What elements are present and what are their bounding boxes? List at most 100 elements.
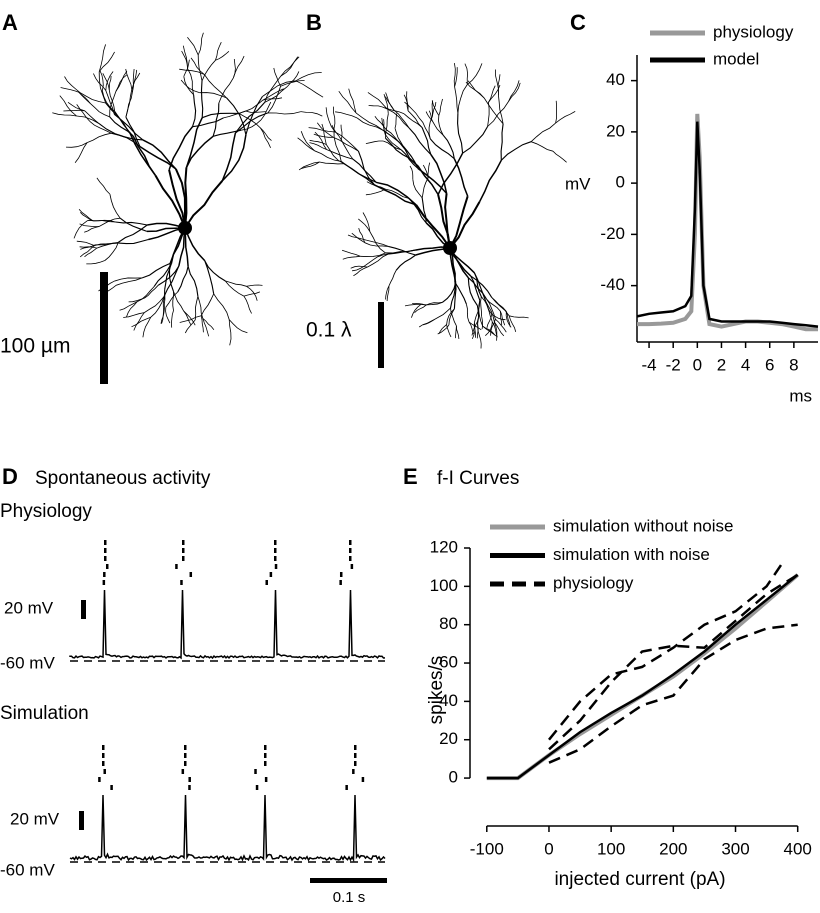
- dendrite: [468, 321, 482, 331]
- panel-label: E: [403, 464, 418, 489]
- raster-tick: [102, 761, 105, 766]
- raster-tick: [350, 564, 354, 569]
- dendrite: [90, 103, 110, 118]
- dendrite: [467, 277, 478, 306]
- raster-tick: [349, 540, 352, 545]
- dendrite: [142, 262, 171, 279]
- dendrite: [187, 68, 195, 95]
- dendrite: [96, 177, 111, 195]
- dendrite: [356, 117, 384, 131]
- raster-tick: [103, 572, 106, 577]
- dendrite: [454, 67, 458, 87]
- dendrite: [238, 113, 261, 129]
- scale-bar: [81, 600, 86, 619]
- scale-label: 0.1 λ: [306, 319, 352, 342]
- raster-tick: [181, 769, 185, 774]
- soma: [178, 221, 192, 235]
- dendrite: [486, 314, 493, 328]
- dendrite: [355, 112, 384, 131]
- raster-tick: [98, 777, 101, 782]
- dendrite: [341, 249, 361, 257]
- dendrite: [67, 101, 86, 112]
- raster-tick: [274, 564, 278, 569]
- dendrite: [500, 141, 532, 161]
- dendrite: [325, 107, 336, 133]
- dendrite: [438, 324, 447, 334]
- dendrite: [105, 90, 115, 115]
- dendrite: [471, 321, 478, 336]
- dendrite: [313, 133, 334, 138]
- dendrite: [125, 89, 133, 118]
- dendrite: [168, 169, 186, 229]
- x-tick-label: 6: [765, 355, 774, 374]
- dendrite: [119, 301, 138, 311]
- x-tick-label: 300: [721, 839, 749, 858]
- dendrite: [499, 310, 506, 326]
- dendrite: [555, 111, 576, 124]
- dendrite: [212, 103, 220, 137]
- dendrite: [234, 102, 266, 134]
- dendrite: [505, 311, 511, 327]
- dendrite: [133, 312, 145, 331]
- dendrite: [144, 296, 165, 313]
- dendrite: [449, 195, 469, 249]
- dendrite: [350, 265, 368, 269]
- dendrite: [300, 161, 320, 169]
- dendrite: [98, 217, 121, 227]
- dendrite: [406, 91, 409, 111]
- dendrite: [497, 95, 504, 124]
- dendrite: [333, 128, 342, 162]
- scale-bar: [378, 302, 384, 368]
- dendrite: [403, 94, 409, 111]
- dendrite: [280, 80, 305, 87]
- dendrite: [162, 289, 166, 308]
- dendrite: [94, 242, 119, 247]
- dendrite: [494, 321, 498, 341]
- dendrite: [408, 198, 427, 224]
- dendrite: [446, 324, 452, 338]
- dendrite: [184, 167, 188, 229]
- raster-tick: [339, 572, 343, 577]
- scale-label: 20 mV: [10, 809, 60, 828]
- dendrite: [218, 77, 234, 104]
- dendrite: [509, 315, 529, 319]
- dendrite: [260, 127, 272, 141]
- dendrite: [375, 181, 417, 206]
- dendrite: [409, 165, 414, 180]
- dendrite: [388, 270, 397, 287]
- legend-label: physiology: [553, 573, 634, 592]
- dendrite: [200, 293, 215, 316]
- dendrite: [364, 242, 389, 247]
- x-tick-label: 8: [789, 355, 798, 374]
- dendrite: [314, 131, 327, 150]
- dendrite: [177, 266, 189, 293]
- dendrite: [228, 319, 232, 346]
- dendrite: [421, 127, 432, 155]
- dendrite: [400, 149, 419, 169]
- dendrite: [160, 308, 165, 324]
- raster-tick: [339, 580, 342, 585]
- y-tick-label: 40: [439, 691, 458, 710]
- dendrite: [235, 112, 269, 134]
- raster-tick: [354, 745, 357, 750]
- dendrite: [499, 311, 503, 326]
- dendrite: [368, 105, 388, 110]
- y-tick-label: 80: [439, 614, 458, 633]
- dendrite: [360, 252, 386, 258]
- raster-tick: [103, 769, 106, 774]
- dendrite: [384, 113, 389, 139]
- dendrite: [412, 179, 423, 199]
- dendrite: [114, 277, 143, 282]
- dendrite: [465, 81, 485, 99]
- dendrite: [457, 113, 464, 154]
- dendrite: [125, 116, 141, 147]
- dendrite: [319, 161, 344, 165]
- chart-title: f-I Curves: [437, 468, 519, 489]
- x-tick-label: 2: [717, 355, 726, 374]
- dendrite: [420, 301, 443, 306]
- dendrite: [485, 321, 493, 336]
- dendrite: [488, 85, 496, 103]
- dendrite: [394, 128, 404, 147]
- dendrite: [182, 45, 188, 69]
